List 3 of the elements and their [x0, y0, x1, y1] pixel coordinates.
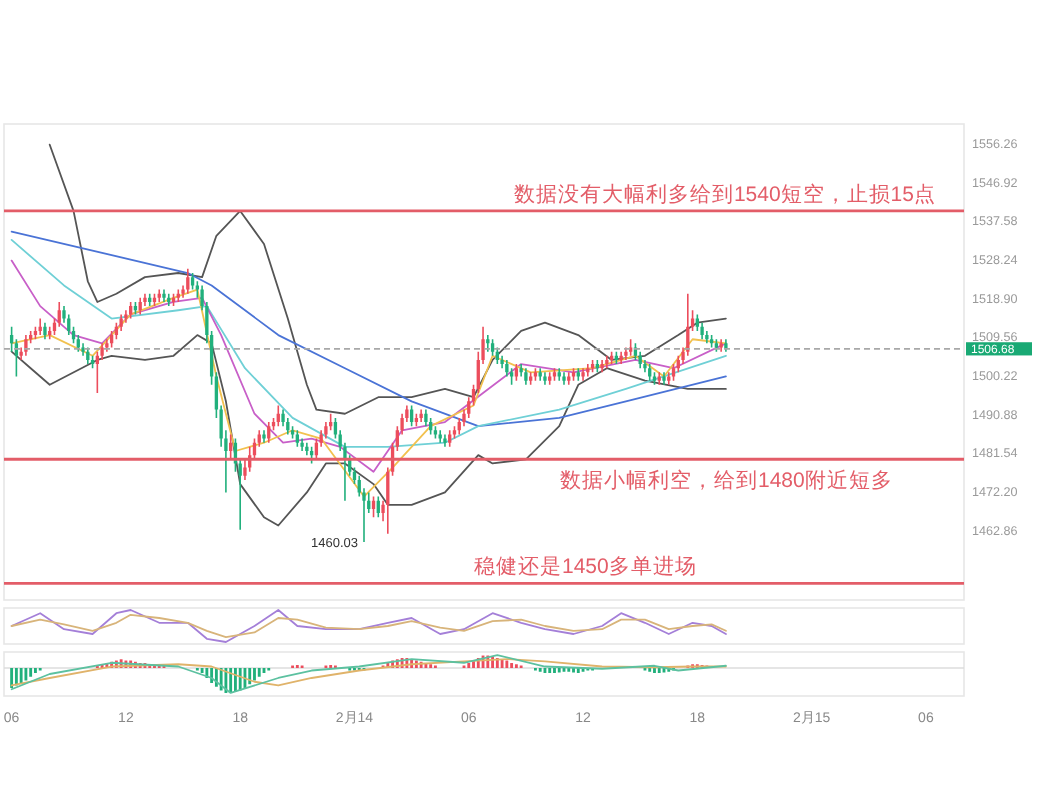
ref-line-label: 数据没有大幅利多给到1540短空，止损15点 [513, 180, 936, 207]
ref-line-label: 稳健还是1450多单进场 [474, 553, 697, 580]
ref-line-label: 数据小幅利空，给到1480附近短多 [560, 467, 893, 494]
